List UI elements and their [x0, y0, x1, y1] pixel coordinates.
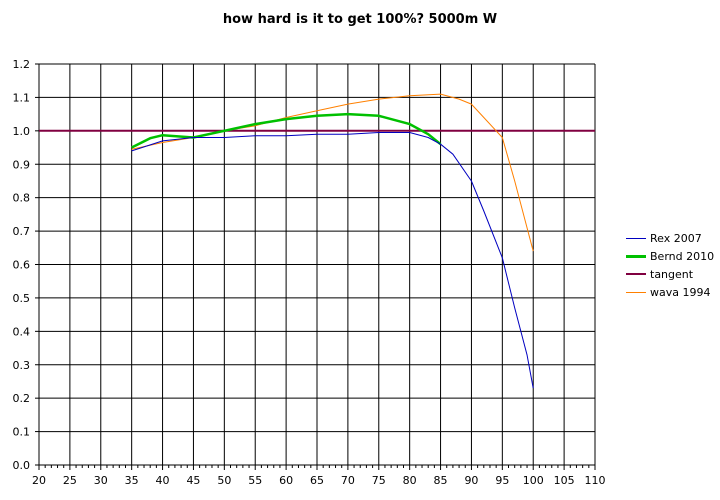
x-tick-label: 20	[32, 474, 46, 487]
x-tick-label: 45	[186, 474, 200, 487]
y-tick-label: 0.6	[13, 259, 31, 272]
x-tick-label: 85	[434, 474, 448, 487]
legend: Rex 2007 Bernd 2010 tangent wava 1994	[626, 229, 714, 301]
y-tick-label: 1.2	[13, 58, 31, 71]
x-tick-label: 80	[403, 474, 417, 487]
x-tick-label: 75	[372, 474, 386, 487]
legend-swatch	[626, 273, 646, 275]
y-tick-label: 0.4	[13, 325, 31, 338]
legend-swatch	[626, 254, 646, 258]
tick-label-layer: 20 25 30 35 40 45 50 55 60 65 70 75 80 85 90 95 100 105 11…	[13, 58, 606, 487]
y-tick-label: 0.3	[13, 359, 31, 372]
x-tick-label: 90	[464, 474, 478, 487]
y-tick-label: 0.9	[13, 158, 31, 171]
x-tick-label: 55	[248, 474, 262, 487]
legend-label: Rex 2007	[650, 231, 702, 245]
x-tick-label: 60	[279, 474, 293, 487]
chart-title: how hard is it to get 100%? 5000m W	[222, 12, 498, 27]
x-tick-label: 105	[554, 474, 575, 487]
legend-swatch	[626, 291, 646, 293]
legend-item: wava 1994	[626, 283, 714, 301]
legend-label: Bernd 2010	[650, 249, 715, 263]
y-tick-label: 1.1	[13, 91, 31, 104]
axes-layer	[35, 63, 596, 470]
y-tick-label: 0.1	[13, 426, 31, 439]
x-tick-label: 65	[310, 474, 324, 487]
legend-label: tangent	[650, 267, 694, 281]
x-tick-label: 30	[94, 474, 108, 487]
y-tick-label: 0.8	[13, 192, 31, 205]
legend-swatch	[626, 237, 646, 239]
x-tick-label: 100	[523, 474, 544, 487]
legend-item: tangent	[626, 265, 714, 283]
y-tick-label: 0.0	[13, 459, 31, 472]
x-tick-label: 70	[341, 474, 355, 487]
legend-item: Rex 2007	[626, 229, 714, 247]
x-tick-label: 95	[495, 474, 509, 487]
legend-item: Bernd 2010	[626, 247, 714, 265]
x-tick-label: 110	[585, 474, 606, 487]
series-line-bernd-2010	[131, 112, 442, 149]
x-tick-label: 35	[125, 474, 139, 487]
legend-label: wava 1994	[650, 285, 711, 299]
y-tick-label: 1.0	[13, 125, 31, 138]
y-tick-label: 0.5	[13, 292, 31, 305]
y-tick-label: 0.7	[13, 225, 31, 238]
x-tick-label: 25	[63, 474, 77, 487]
grid-layer	[38, 63, 596, 466]
series-layer	[39, 93, 595, 389]
x-tick-label: 50	[217, 474, 231, 487]
x-tick-label: 40	[156, 474, 170, 487]
series-line-rex-2007	[131, 132, 534, 389]
y-tick-label: 0.2	[13, 392, 31, 405]
